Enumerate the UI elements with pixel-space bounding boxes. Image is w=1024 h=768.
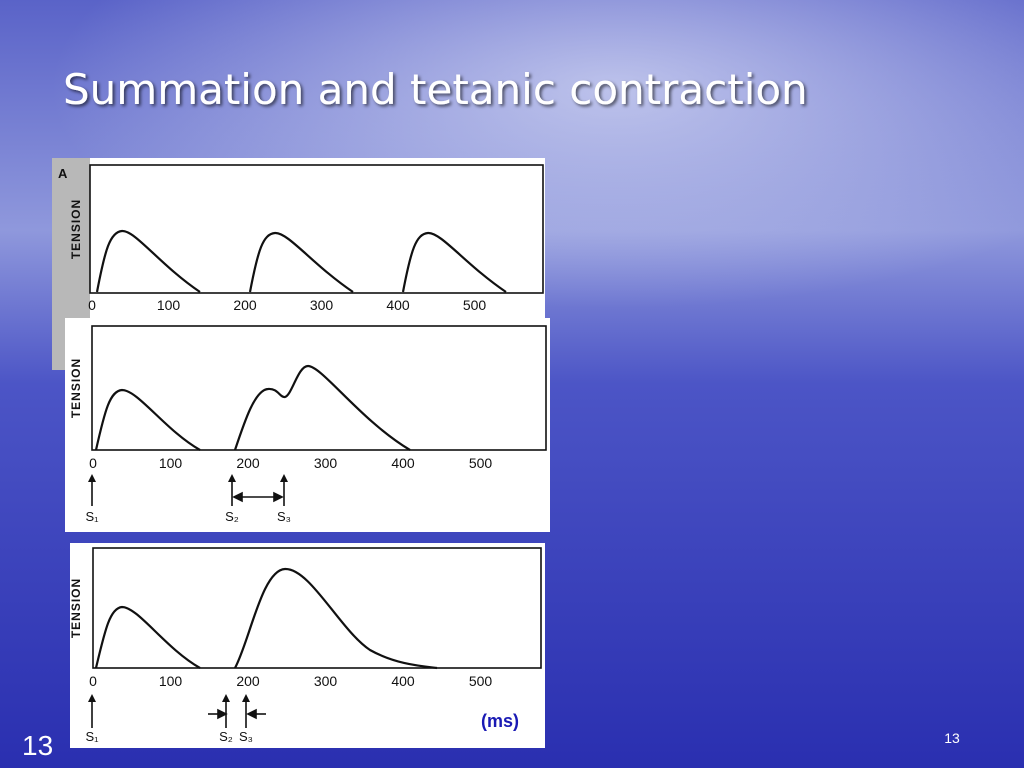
- interval-arrow: [208, 708, 266, 720]
- x-tick-label: 500: [469, 673, 493, 689]
- x-tick-label: 100: [159, 455, 183, 471]
- summation-curve: [234, 567, 438, 670]
- y-axis-label: TENSION: [69, 578, 83, 638]
- panel-background: [65, 318, 550, 532]
- stimulus-label: S₁: [85, 509, 99, 524]
- panel-frame: [89, 164, 544, 294]
- x-tick-label: 400: [391, 673, 415, 689]
- slide-number: 13: [22, 730, 53, 761]
- stimulus-arrowhead: [88, 474, 96, 482]
- x-tick-label: 0: [89, 455, 97, 471]
- panel-frame: [92, 547, 542, 669]
- x-tick-label: 300: [314, 455, 338, 471]
- page-number: 13: [944, 730, 960, 746]
- x-tick-label: 0: [89, 673, 97, 689]
- x-tick-label: 0: [88, 297, 96, 313]
- x-tick-label: 300: [310, 297, 334, 313]
- interval-arrow: [232, 491, 284, 503]
- twitch-curve: [248, 231, 354, 293]
- stimulus-label: S₂: [225, 509, 239, 524]
- y-axis-label: TENSION: [69, 199, 83, 259]
- x-tick-label: 100: [159, 673, 183, 689]
- panel-background: [70, 543, 545, 748]
- x-tick-label: 200: [236, 673, 260, 689]
- stimulus-arrowhead: [88, 694, 96, 702]
- stimulus-label: S₃: [277, 509, 291, 524]
- stimulus-arrowhead: [228, 474, 236, 482]
- stimulus-label: S₁: [85, 729, 99, 744]
- stimulus-label: S₂: [219, 729, 233, 744]
- x-tick-label: 400: [391, 455, 415, 471]
- stimulus-arrowhead: [242, 694, 250, 702]
- panel-background: [90, 158, 545, 320]
- x-tick-label: 500: [463, 297, 487, 313]
- x-tick-label: 200: [236, 455, 260, 471]
- x-tick-label: 100: [157, 297, 181, 313]
- panel-label: A: [58, 166, 68, 181]
- x-tick-label: 200: [233, 297, 257, 313]
- twitch-curve: [94, 388, 201, 451]
- y-axis-label: TENSION: [69, 358, 83, 418]
- twitch-curve: [95, 229, 201, 293]
- stimulus-arrowhead: [280, 474, 288, 482]
- x-tick-label: 500: [469, 455, 493, 471]
- slide-title: Summation and tetanic contraction: [63, 65, 808, 114]
- stimulus-arrowhead: [222, 694, 230, 702]
- stimulus-label: S₃: [239, 729, 253, 744]
- x-tick-label: 300: [314, 673, 338, 689]
- x-tick-label: 400: [386, 297, 410, 313]
- summation-curve: [233, 364, 411, 451]
- panel-frame: [91, 325, 547, 451]
- twitch-curve: [94, 605, 201, 669]
- twitch-curve: [401, 231, 507, 293]
- unit-label: (ms): [481, 711, 519, 731]
